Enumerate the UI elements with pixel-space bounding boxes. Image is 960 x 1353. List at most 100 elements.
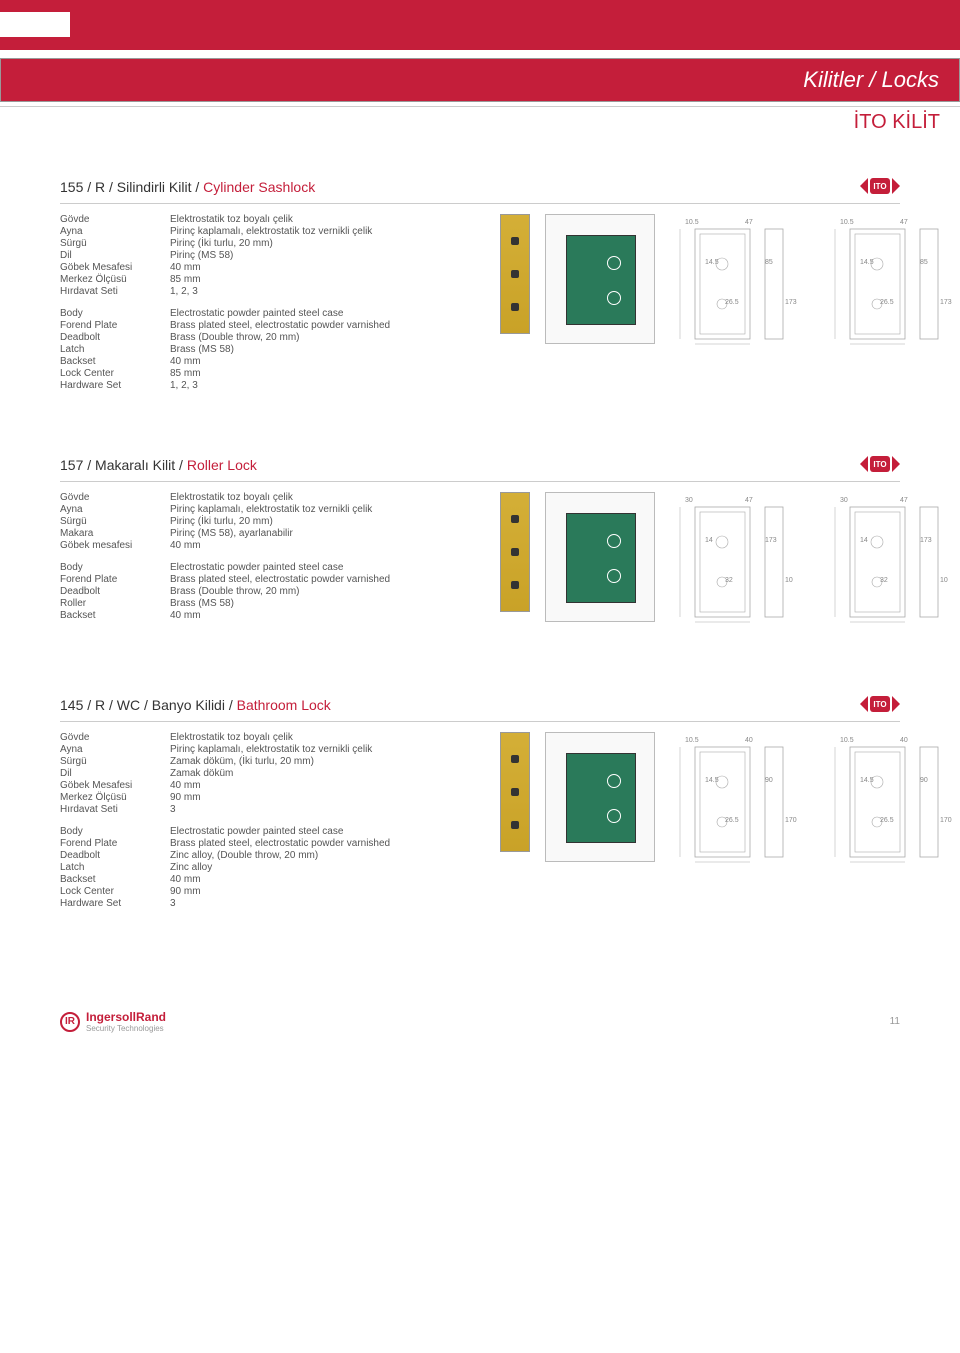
svg-text:14.5: 14.5 xyxy=(705,777,719,784)
spec-value: 1, 2, 3 xyxy=(170,380,480,391)
spec-row: Backset40 mm xyxy=(60,356,480,367)
spec-label: Body xyxy=(60,562,170,573)
spec-value: 85 mm xyxy=(170,274,480,285)
svg-text:14.5: 14.5 xyxy=(860,777,874,784)
svg-text:40: 40 xyxy=(745,737,753,744)
product-images: 30143247173103014324717310 xyxy=(500,492,960,632)
technical-drawing: 10.514.526.54090170 xyxy=(670,732,810,872)
ito-logo-icon: ITO xyxy=(860,692,900,717)
spec-value: Pirinç (MS 58) xyxy=(170,250,480,261)
svg-text:14.5: 14.5 xyxy=(705,259,719,266)
spec-label: Lock Center xyxy=(60,886,170,897)
spec-value: Electrostatic powder painted steel case xyxy=(170,826,480,837)
spec-row: LatchZinc alloy xyxy=(60,862,480,873)
specs-table: GövdeElektrostatik toz boyalı çelikAynaP… xyxy=(60,732,480,910)
svg-text:10.5: 10.5 xyxy=(685,737,699,744)
spec-value: Pirinç (İki turlu, 20 mm) xyxy=(170,516,480,527)
spec-value: Pirinç kaplamalı, elektrostatik toz vern… xyxy=(170,504,480,515)
svg-text:173: 173 xyxy=(785,299,797,306)
ito-logo-icon: ITO xyxy=(860,174,900,199)
header-red-bar xyxy=(0,0,960,50)
spec-label: Forend Plate xyxy=(60,838,170,849)
svg-text:10.5: 10.5 xyxy=(840,219,854,226)
spec-row: SürgüPirinç (İki turlu, 20 mm) xyxy=(60,516,480,527)
spec-label: Backset xyxy=(60,874,170,885)
svg-text:170: 170 xyxy=(785,817,797,824)
spec-row: Göbek Mesafesi40 mm xyxy=(60,262,480,273)
product-title-row: 145 / R / WC / Banyo Kilidi / Bathroom L… xyxy=(60,692,900,722)
product-images: 10.514.526.5409017010.514.526.54090170 xyxy=(500,732,960,910)
footer: IR IngersollRand Security Technologies 1… xyxy=(0,990,960,1053)
svg-text:85: 85 xyxy=(920,259,928,266)
svg-text:10: 10 xyxy=(940,577,948,584)
svg-text:14: 14 xyxy=(860,537,868,544)
ir-logo-icon: IR xyxy=(60,1012,80,1032)
technical-drawing: 10.514.526.54090170 xyxy=(825,732,960,872)
specs-table: GövdeElektrostatik toz boyalı çelikAyna P… xyxy=(60,214,480,392)
svg-text:47: 47 xyxy=(745,497,753,504)
spec-value: Brass plated steel, electrostatic powder… xyxy=(170,838,480,849)
forend-plate-image xyxy=(500,492,530,612)
svg-text:10: 10 xyxy=(785,577,793,584)
spec-row: GövdeElektrostatik toz boyalı çelik xyxy=(60,214,480,225)
lock-photo xyxy=(545,214,655,344)
spec-row: BodyElectrostatic powder painted steel c… xyxy=(60,562,480,573)
svg-text:32: 32 xyxy=(880,577,888,584)
spec-value: Brass (MS 58) xyxy=(170,344,480,355)
spec-label: Sürgü xyxy=(60,238,170,249)
spec-label: Backset xyxy=(60,356,170,367)
spec-value: Brass (MS 58) xyxy=(170,598,480,609)
spec-value: 40 mm xyxy=(170,540,480,551)
spec-row: Hırdavat Seti1, 2, 3 xyxy=(60,286,480,297)
svg-text:26.5: 26.5 xyxy=(880,299,894,306)
spec-value: 90 mm xyxy=(170,886,480,897)
ito-logo-icon: ITO xyxy=(860,452,900,477)
svg-text:173: 173 xyxy=(920,537,932,544)
spec-label: Göbek Mesafesi xyxy=(60,780,170,791)
spec-row: Merkez Ölçüsü90 mm xyxy=(60,792,480,803)
spec-value: 40 mm xyxy=(170,780,480,791)
spec-label: Hardware Set xyxy=(60,380,170,391)
footer-tagline: Security Technologies xyxy=(86,1024,166,1033)
spec-row: Hırdavat Seti3 xyxy=(60,804,480,815)
spec-row: Hardware Set3 xyxy=(60,898,480,909)
svg-text:32: 32 xyxy=(725,577,733,584)
spec-value: Brass (Double throw, 20 mm) xyxy=(170,586,480,597)
svg-text:ITO: ITO xyxy=(873,182,886,191)
spec-value: Brass plated steel, electrostatic powder… xyxy=(170,320,480,331)
spec-value: 90 mm xyxy=(170,792,480,803)
product-title: 157 / Makaralı Kilit / Roller Lock xyxy=(60,457,257,473)
lock-photo xyxy=(545,492,655,622)
spec-row: Merkez Ölçüsü85 mm xyxy=(60,274,480,285)
technical-drawing: 10.514.526.54785173 xyxy=(825,214,960,354)
specs-table: GövdeElektrostatik toz boyalı çelikAynaP… xyxy=(60,492,480,632)
product-body: GövdeElektrostatik toz boyalı çelikAynaP… xyxy=(60,492,900,632)
spec-row: Göbek mesafesi40 mm xyxy=(60,540,480,551)
spec-value: 40 mm xyxy=(170,610,480,621)
svg-text:26.5: 26.5 xyxy=(725,299,739,306)
footer-brand: IngersollRand xyxy=(86,1010,166,1024)
spec-row: Forend PlateBrass plated steel, electros… xyxy=(60,574,480,585)
svg-text:85: 85 xyxy=(765,259,773,266)
spec-value: Zamak döküm xyxy=(170,768,480,779)
spec-row: DeadboltBrass (Double throw, 20 mm) xyxy=(60,332,480,343)
spec-label: Body xyxy=(60,308,170,319)
spec-label: Ayna xyxy=(60,226,170,237)
spec-label: Backset xyxy=(60,610,170,621)
spec-label: Latch xyxy=(60,862,170,873)
product-images: 10.514.526.5478517310.514.526.54785173 xyxy=(500,214,960,392)
spec-row: Backset40 mm xyxy=(60,610,480,621)
spec-row: GövdeElektrostatik toz boyalı çelik xyxy=(60,732,480,743)
svg-text:ITO: ITO xyxy=(873,460,886,469)
spec-label: Göbek mesafesi xyxy=(60,540,170,551)
svg-text:30: 30 xyxy=(840,497,848,504)
spec-row: DeadboltZinc alloy, (Double throw, 20 mm… xyxy=(60,850,480,861)
svg-text:30: 30 xyxy=(685,497,693,504)
spec-label: Forend Plate xyxy=(60,574,170,585)
spec-value: Electrostatic powder painted steel case xyxy=(170,308,480,319)
technical-drawing: 3014324717310 xyxy=(670,492,810,632)
spec-label: Body xyxy=(60,826,170,837)
spec-value: Electrostatic powder painted steel case xyxy=(170,562,480,573)
spec-label: Ayna xyxy=(60,744,170,755)
svg-text:90: 90 xyxy=(765,777,773,784)
